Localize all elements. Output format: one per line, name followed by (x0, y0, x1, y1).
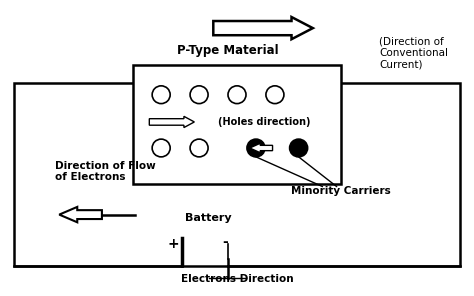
Text: Battery: Battery (185, 213, 232, 223)
FancyArrow shape (250, 143, 273, 153)
Ellipse shape (290, 139, 308, 157)
Text: +: + (167, 237, 179, 251)
FancyArrow shape (59, 207, 102, 222)
Text: Minority Carriers: Minority Carriers (292, 186, 391, 197)
Ellipse shape (228, 86, 246, 104)
Text: (Direction of
Conventional
Current): (Direction of Conventional Current) (379, 37, 448, 70)
Ellipse shape (266, 86, 284, 104)
Ellipse shape (190, 86, 208, 104)
Text: P-Type Material: P-Type Material (177, 44, 278, 57)
Text: Electrons Direction: Electrons Direction (181, 274, 293, 284)
Bar (14, 83, 460, 266)
Text: -: - (222, 235, 228, 249)
Ellipse shape (190, 139, 208, 157)
Text: (Holes direction): (Holes direction) (218, 117, 310, 127)
Bar (133, 65, 341, 184)
Ellipse shape (152, 139, 170, 157)
Ellipse shape (152, 86, 170, 104)
FancyArrow shape (149, 116, 194, 128)
FancyArrow shape (213, 17, 313, 39)
Text: Direction of Flow
of Electrons: Direction of Flow of Electrons (55, 161, 155, 182)
Ellipse shape (247, 139, 265, 157)
